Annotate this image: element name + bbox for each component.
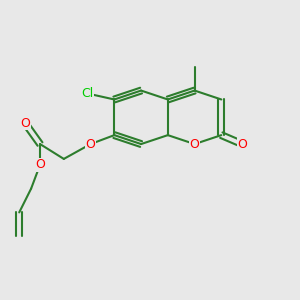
Text: O: O	[20, 117, 30, 130]
Text: O: O	[35, 158, 45, 171]
Text: O: O	[237, 138, 247, 151]
Text: O: O	[85, 138, 95, 151]
Text: Cl: Cl	[82, 87, 94, 100]
Text: O: O	[190, 138, 200, 151]
